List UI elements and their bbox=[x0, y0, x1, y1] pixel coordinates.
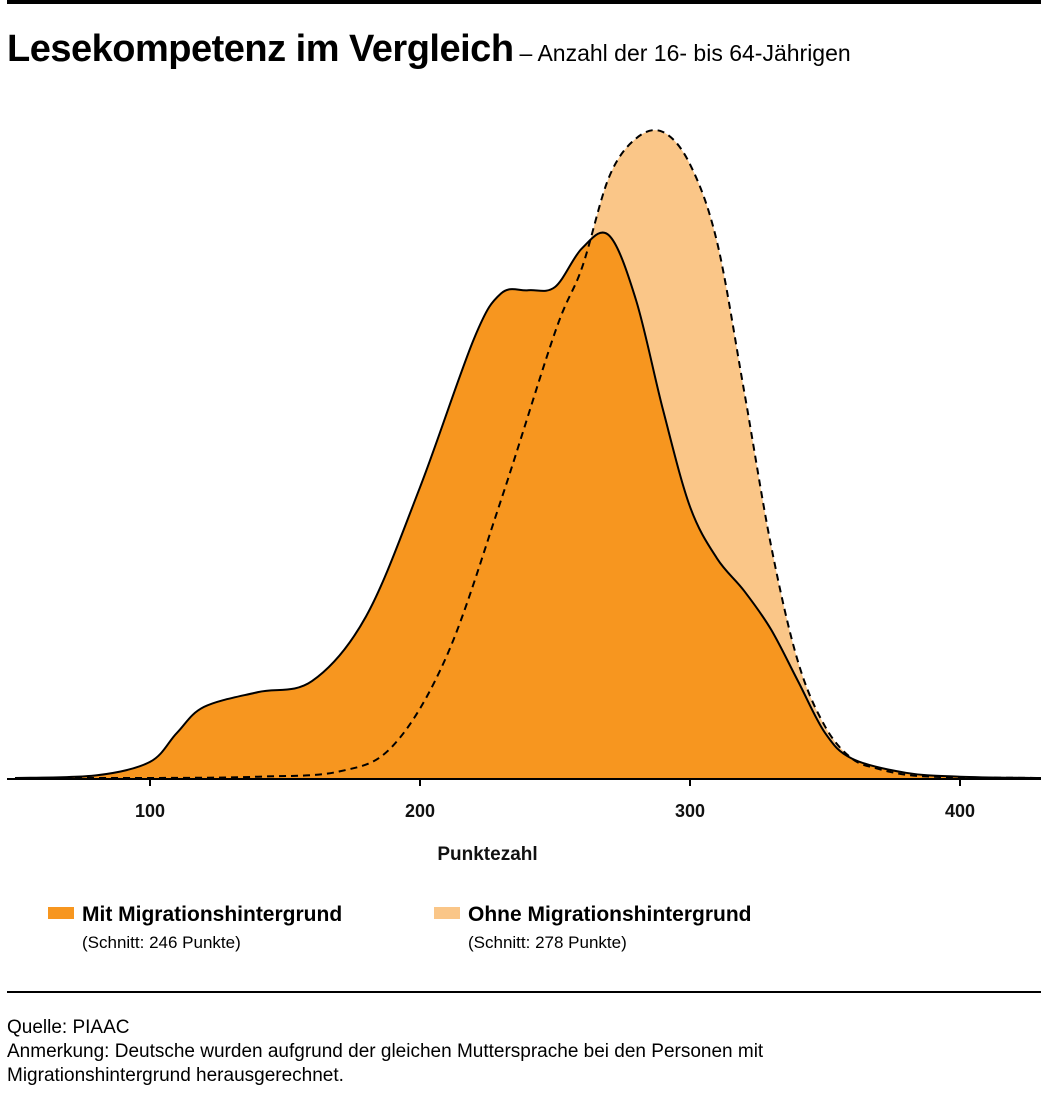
line-mit bbox=[14, 231, 1042, 779]
x-tick-label: 400 bbox=[945, 801, 975, 821]
legend-swatch-ohne bbox=[434, 907, 460, 919]
x-axis-label: Punktezahl bbox=[437, 844, 537, 865]
density-chart: 100 200 300 400 Punktezahl bbox=[7, 129, 1042, 865]
line-ohne bbox=[15, 129, 1042, 780]
area-mit bbox=[15, 232, 1041, 778]
legend-item-mit: Mit Migrationshintergrund (Schnitt: 246 … bbox=[48, 903, 342, 953]
title-row: Lesekompetenz im Vergleich – Anzahl der 1… bbox=[7, 28, 1037, 71]
legend-note-ohne: (Schnitt: 278 Punkte) bbox=[468, 933, 627, 952]
chart-subtitle: – Anzahl der 16- bis 64-Jährigen bbox=[519, 40, 851, 66]
x-tick-label: 200 bbox=[405, 801, 435, 821]
source-text: Quelle: PIAAC bbox=[7, 1017, 130, 1038]
top-rule bbox=[7, 0, 1041, 4]
note-text-line-1: Anmerkung: Deutsche wurden aufgrund der … bbox=[7, 1041, 764, 1062]
x-tick-label: 300 bbox=[675, 801, 705, 821]
chart-title: Lesekompetenz im Vergleich bbox=[7, 28, 514, 70]
x-tick-label: 100 bbox=[135, 801, 165, 821]
legend-label-ohne: Ohne Migrationshintergrund bbox=[468, 903, 752, 926]
footer-rule bbox=[7, 991, 1041, 993]
legend-label-mit: Mit Migrationshintergrund bbox=[82, 903, 343, 926]
footer: Quelle: PIAAC Anmerkung: Deutsche wurden… bbox=[7, 1016, 1037, 1088]
legend-note-mit: (Schnitt: 246 Punkte) bbox=[82, 933, 241, 952]
legend-item-ohne: Ohne Migrationshintergrund (Schnitt: 278… bbox=[434, 903, 752, 953]
legend-swatch-mit bbox=[48, 907, 74, 919]
note-text-line-2: Migrationshintergrund herausgerechnet. bbox=[7, 1065, 344, 1086]
